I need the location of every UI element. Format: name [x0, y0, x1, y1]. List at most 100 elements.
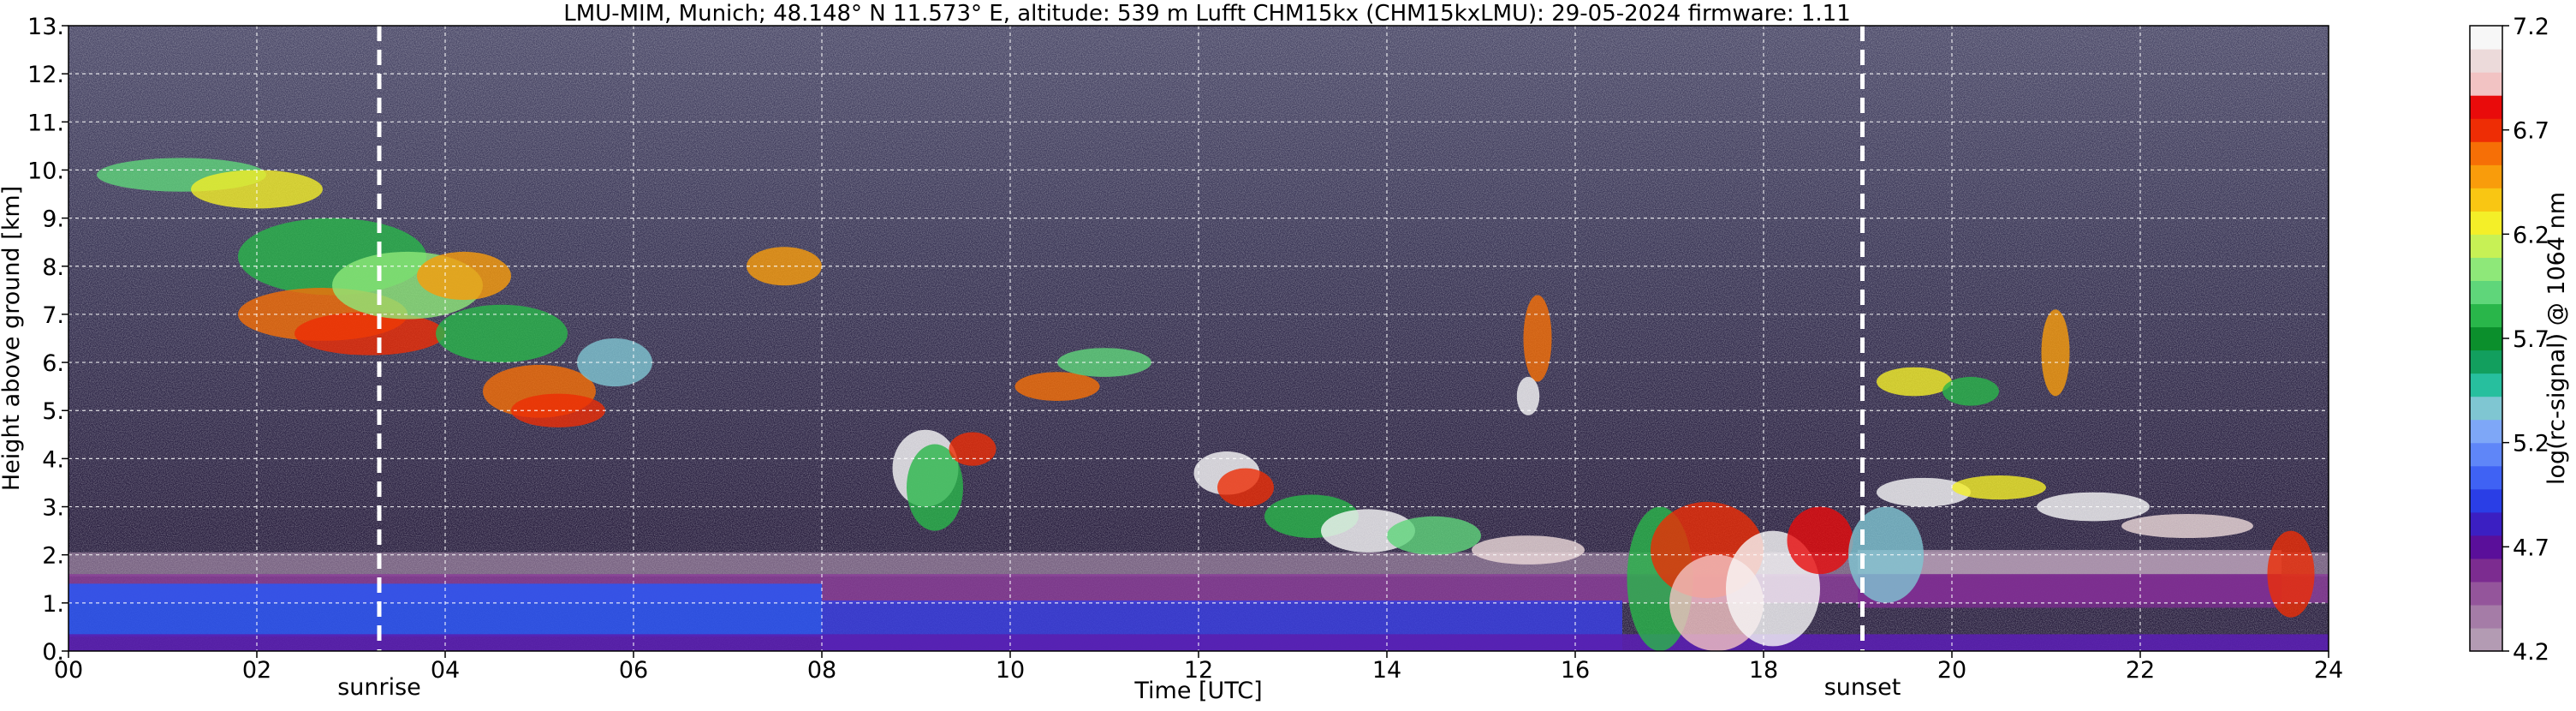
colorbar-tick-label: 4.7	[2513, 535, 2549, 561]
colorbar-tick-label: 6.7	[2513, 118, 2549, 145]
cloud-signal	[2037, 492, 2150, 522]
colorbar-segment	[2470, 118, 2502, 142]
colorbar-segment	[2470, 535, 2502, 559]
sun-markers: sunrise sunset	[337, 26, 1901, 701]
y-tick-label: 2.	[42, 543, 64, 570]
cloud-signal	[1877, 477, 1971, 507]
colorbar-segment	[2470, 141, 2502, 165]
colorbar-segment	[2470, 303, 2502, 328]
y-axis-ticks: 0. 1. 2. 3. 4. 5. 6. 7. 8. 9. 10. 11. 12. 13.	[27, 14, 68, 666]
x-tick-label: 10	[996, 657, 1025, 684]
colorbar-segment	[2470, 442, 2502, 467]
x-tick-label: 24	[2314, 657, 2343, 684]
colorbar-segment	[2470, 488, 2502, 513]
x-tick-label: 06	[619, 657, 648, 684]
y-tick-label: 4.	[42, 446, 64, 473]
colorbar-segment	[2470, 627, 2502, 652]
colorbar-segment	[2470, 211, 2502, 235]
y-tick-label: 5.	[42, 398, 64, 425]
x-tick-label: 00	[54, 657, 83, 684]
colorbar-tick-label: 5.2	[2513, 431, 2549, 457]
cloud-signal	[1217, 468, 1274, 507]
x-tick-label: 14	[1372, 657, 1401, 684]
cloud-signal	[294, 312, 445, 356]
colorbar-segment	[2470, 604, 2502, 629]
colorbar-segment	[2470, 164, 2502, 188]
colorbar-segment	[2470, 558, 2502, 583]
colorbar: 4.2 4.7 5.2 5.7 6.2 6.7 7.2	[2469, 14, 2549, 666]
sunrise-label: sunrise	[337, 674, 421, 701]
x-tick-label: 04	[431, 657, 460, 684]
x-tick-label: 22	[2126, 657, 2155, 684]
colorbar-segment	[2470, 396, 2502, 421]
colorbar-label: log(rc-signal) @ 1064 nm	[2543, 192, 2570, 485]
x-tick-label: 12	[1184, 657, 1213, 684]
boundary-layer-band	[1858, 574, 2282, 608]
cloud-signal	[1014, 372, 1100, 401]
colorbar-segment	[2470, 49, 2502, 73]
cloud-signal	[1942, 376, 1999, 406]
colorbar-segment	[2470, 95, 2502, 119]
plot-area	[68, 26, 2329, 651]
colorbar-tick-label: 6.2	[2513, 222, 2549, 248]
chart-title: LMU-MIM, Munich; 48.148° N 11.573° E, al…	[563, 1, 1850, 27]
cloud-signal	[511, 393, 605, 427]
y-tick-label: 0.	[42, 639, 64, 666]
cloud-signal	[1877, 367, 1952, 397]
y-tick-label: 6.	[42, 350, 64, 377]
colorbar-segment	[2470, 581, 2502, 606]
x-tick-label: 08	[807, 657, 836, 684]
colorbar-tick-label: 7.2	[2513, 14, 2549, 40]
y-tick-label: 12.	[27, 62, 64, 88]
cloud-signal	[1787, 506, 1853, 575]
colorbar-segment	[2470, 511, 2502, 536]
y-tick-label: 10.	[27, 158, 64, 184]
colorbar-segment	[2470, 350, 2502, 374]
y-tick-label: 1.	[42, 591, 64, 618]
colorbar-segment	[2470, 326, 2502, 351]
colorbar-segment	[2470, 419, 2502, 444]
cloud-signal	[1472, 535, 1585, 565]
colorbar-tick-label: 5.7	[2513, 326, 2549, 353]
cloud-signal	[2041, 309, 2070, 397]
cloud-signal	[2121, 513, 2253, 539]
x-tick-label: 02	[242, 657, 271, 684]
x-axis-ticks: 00 02 04 06 08 10 12 14 16 18 20 22 24	[54, 651, 2343, 684]
colorbar-segment	[2470, 234, 2502, 258]
cloud-signal	[191, 170, 323, 209]
x-axis-label: Time [UTC]	[1133, 678, 1262, 704]
y-tick-label: 8.	[42, 254, 64, 281]
cloud-signal	[1387, 516, 1481, 555]
boundary-layer-band	[1858, 550, 2282, 575]
colorbar-tick-label: 4.2	[2513, 639, 2549, 666]
y-tick-label: 3.	[42, 495, 64, 522]
cloud-signal	[1516, 376, 1540, 415]
y-tick-label: 9.	[42, 206, 64, 233]
sunset-label: sunset	[1824, 674, 1901, 701]
y-tick-label: 13.	[27, 14, 64, 40]
cloud-signal	[577, 338, 652, 387]
grid	[68, 26, 2329, 651]
cloud-signal	[436, 304, 568, 363]
colorbar-segment	[2470, 72, 2502, 96]
y-tick-label: 11.	[27, 110, 64, 136]
x-tick-label: 18	[1749, 657, 1778, 684]
y-axis-label: Height above ground [km]	[0, 186, 25, 491]
cloud-signal	[949, 432, 996, 466]
y-tick-label: 7.	[42, 302, 64, 329]
cloud-signal	[747, 247, 822, 286]
colorbar-segment	[2470, 257, 2502, 282]
cloud-signal	[907, 444, 963, 531]
x-tick-label: 16	[1561, 657, 1590, 684]
colorbar-segment	[2470, 373, 2502, 397]
x-tick-label: 20	[1937, 657, 1966, 684]
cloud-signal	[417, 251, 511, 301]
colorbar-segment	[2470, 280, 2502, 305]
colorbar-segment	[2470, 188, 2502, 212]
cloud-signal	[2267, 530, 2315, 618]
colorbar-segment	[2470, 26, 2502, 50]
cloud-signal	[1523, 295, 1552, 382]
cloud-signal	[1952, 475, 2046, 500]
